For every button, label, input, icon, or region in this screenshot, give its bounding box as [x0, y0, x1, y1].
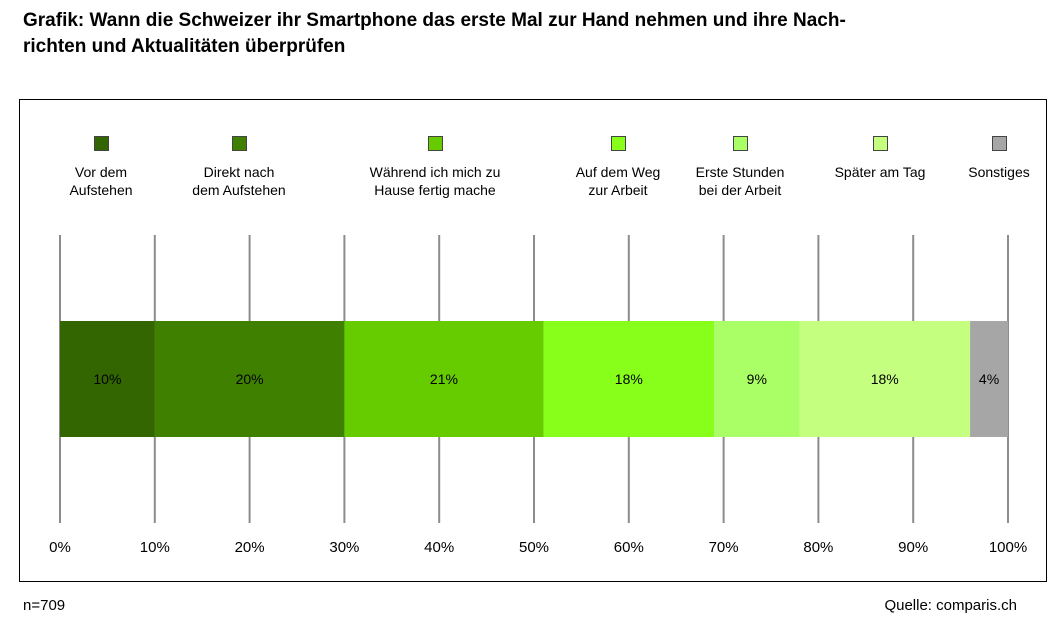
x-tick-label: 20%	[235, 539, 265, 556]
x-tick-label: 10%	[140, 539, 170, 556]
source-credit: Quelle: comparis.ch	[884, 597, 1017, 614]
legend-swatch	[732, 136, 748, 151]
x-tick-label: 0%	[49, 539, 71, 556]
legend-label: Während ich mich zu Hause fertig mache	[369, 164, 501, 198]
sample-size: n=709	[23, 597, 66, 614]
legend-label: Auf dem Weg zur Arbeit	[575, 164, 661, 198]
data-label: 4%	[979, 371, 999, 387]
legend-item: Erste Stunden bei der Arbeit	[650, 136, 830, 199]
x-tick-label: 70%	[709, 539, 739, 556]
legend-item: Während ich mich zu Hause fertig mache	[345, 136, 525, 199]
data-label: 9%	[747, 371, 767, 387]
x-tick-label: 50%	[519, 539, 549, 556]
legend-item: Auf dem Weg zur Arbeit	[528, 136, 708, 199]
bar-segment	[714, 321, 800, 437]
legend-label: Direkt nach dem Aufstehen	[192, 164, 286, 198]
data-label: 10%	[93, 371, 121, 387]
chart-title-line-1: Grafik: Wann die Schweizer ihr Smartphon…	[23, 10, 846, 31]
data-label: 20%	[236, 371, 264, 387]
chart-title: Grafik: Wann die Schweizer ihr Smartphon…	[23, 8, 1043, 60]
x-tick-label: 30%	[329, 539, 359, 556]
legend-label: Sonstiges	[968, 164, 1030, 180]
legend-swatch	[991, 136, 1007, 151]
bar-segment	[60, 321, 155, 437]
chart-title-line-2: richten und Aktualitäten überprüfen	[23, 36, 346, 57]
x-tick-label: 80%	[803, 539, 833, 556]
data-label: 18%	[871, 371, 899, 387]
legend-item: Sonstiges	[909, 136, 1064, 181]
x-tick-label: 100%	[989, 539, 1027, 556]
legend-swatch	[872, 136, 888, 151]
legend-item: Direkt nach dem Aufstehen	[149, 136, 329, 199]
bar-segment	[543, 321, 715, 437]
legend-label: Vor dem Aufstehen	[69, 164, 133, 198]
x-tick-label: 60%	[614, 539, 644, 556]
legend-item: Später am Tag	[790, 136, 970, 181]
legend-label: Erste Stunden bei der Arbeit	[695, 164, 785, 198]
legend-label: Später am Tag	[834, 164, 926, 180]
data-label: 21%	[430, 371, 458, 387]
legend-swatch	[610, 136, 626, 151]
legend-swatch	[231, 136, 247, 151]
legend-item: Vor dem Aufstehen	[11, 136, 191, 199]
bar-segment	[344, 321, 544, 437]
x-tick-label: 40%	[424, 539, 454, 556]
legend-swatch	[427, 136, 443, 151]
bar-segment	[154, 321, 345, 437]
bar-segment	[799, 321, 971, 437]
chart-frame: Vor dem Aufstehen Direkt nach dem Aufsteh…	[19, 99, 1047, 582]
legend-swatch	[93, 136, 109, 151]
data-label: 18%	[615, 371, 643, 387]
stacked-bar-chart: 0% 10% 20% 30% 40% 50% 60% 70% 80% 90% 100% 10% 20% 2…	[49, 235, 1027, 556]
bar-segment	[970, 321, 1008, 437]
x-tick-label: 90%	[898, 539, 928, 556]
